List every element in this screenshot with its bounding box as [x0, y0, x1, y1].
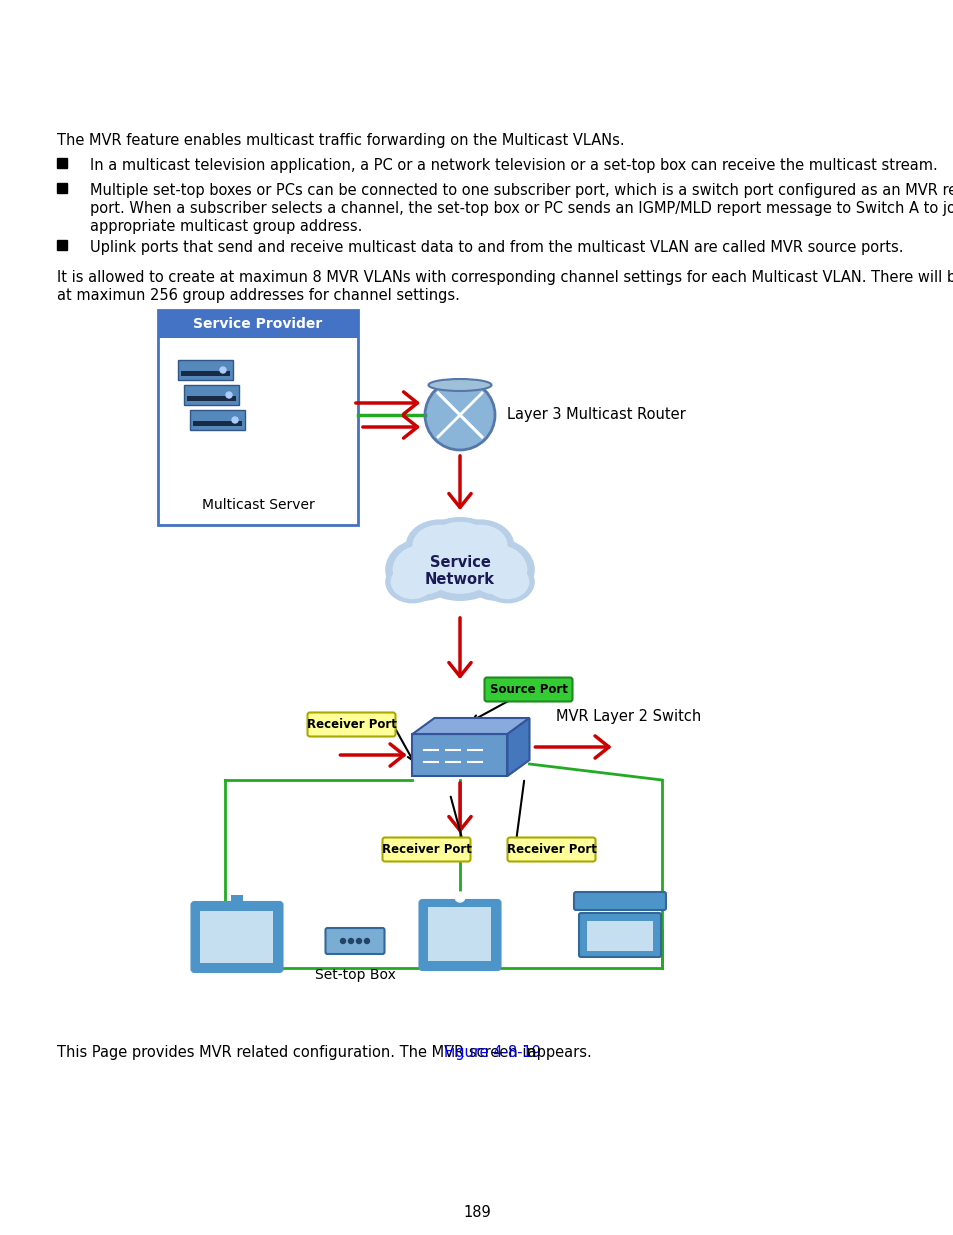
Text: Layer 3 Multicast Router: Layer 3 Multicast Router [506, 408, 685, 422]
FancyBboxPatch shape [578, 913, 660, 957]
Circle shape [340, 939, 345, 944]
Bar [193, 421, 242, 426]
Ellipse shape [459, 538, 535, 601]
Ellipse shape [430, 522, 490, 561]
Text: Figure 4-8-19: Figure 4-8-19 [444, 1045, 540, 1060]
FancyBboxPatch shape [213, 902, 260, 908]
Ellipse shape [480, 561, 535, 604]
Ellipse shape [390, 564, 434, 599]
Circle shape [220, 367, 226, 373]
Circle shape [226, 391, 232, 398]
Ellipse shape [412, 529, 507, 601]
Circle shape [232, 417, 237, 424]
FancyBboxPatch shape [574, 892, 665, 910]
Bar [158, 310, 357, 525]
Ellipse shape [467, 545, 527, 595]
Ellipse shape [405, 520, 473, 572]
Bar [231, 895, 243, 909]
Bar [586, 921, 652, 951]
Ellipse shape [385, 538, 459, 601]
FancyBboxPatch shape [440, 899, 478, 906]
Text: In a multicast television application, a PC or a network television or a set-top: In a multicast television application, a… [90, 158, 937, 173]
Ellipse shape [385, 561, 439, 604]
Bar [412, 734, 507, 776]
Text: Receiver Port: Receiver Port [506, 844, 596, 856]
FancyBboxPatch shape [419, 900, 500, 969]
Text: port. When a subscriber selects a channel, the set-top box or PC sends an IGMP/M: port. When a subscriber selects a channe… [90, 201, 953, 216]
Text: This Page provides MVR related configuration. The MVR screen in: This Page provides MVR related configura… [57, 1045, 540, 1060]
Text: Receiver Port: Receiver Port [381, 844, 471, 856]
Circle shape [356, 939, 361, 944]
Text: Service Provider: Service Provider [193, 317, 322, 331]
Text: at maximun 256 group addresses for channel settings.: at maximun 256 group addresses for chann… [57, 288, 459, 303]
Circle shape [364, 939, 369, 944]
Circle shape [455, 892, 464, 902]
Bar [187, 396, 235, 401]
Text: Service
Network: Service Network [424, 555, 495, 587]
FancyBboxPatch shape [325, 927, 384, 953]
Ellipse shape [485, 564, 529, 599]
Bar [158, 310, 357, 338]
FancyBboxPatch shape [307, 713, 395, 736]
FancyBboxPatch shape [507, 837, 595, 862]
Ellipse shape [412, 525, 466, 567]
Polygon shape [412, 718, 529, 734]
Ellipse shape [422, 517, 497, 564]
FancyBboxPatch shape [184, 385, 239, 405]
Text: appears.: appears. [522, 1045, 591, 1060]
Text: 189: 189 [462, 1205, 491, 1220]
Bar [57, 158, 67, 168]
Text: Set-top Box: Set-top Box [314, 968, 395, 982]
FancyBboxPatch shape [192, 902, 282, 972]
Bar [181, 370, 230, 375]
Ellipse shape [446, 520, 514, 572]
Text: Multiple set-top boxes or PCs can be connected to one subscriber port, which is : Multiple set-top boxes or PCs can be con… [90, 183, 953, 198]
Circle shape [424, 380, 495, 450]
Circle shape [348, 939, 354, 944]
Text: The MVR feature enables multicast traffic forwarding on the Multicast VLANs.: The MVR feature enables multicast traffi… [57, 133, 624, 148]
Ellipse shape [421, 536, 497, 594]
FancyBboxPatch shape [484, 678, 572, 701]
Text: Receiver Port: Receiver Port [306, 718, 396, 731]
Text: It is allowed to create at maximun 8 MVR VLANs with corresponding channel settin: It is allowed to create at maximun 8 MVR… [57, 270, 953, 285]
Text: Multicast Server: Multicast Server [201, 498, 314, 513]
Ellipse shape [453, 525, 507, 567]
FancyBboxPatch shape [382, 837, 470, 862]
Ellipse shape [393, 545, 452, 595]
Bar [456, 893, 463, 906]
Text: MVR Layer 2 Switch: MVR Layer 2 Switch [556, 709, 700, 724]
Text: appropriate multicast group address.: appropriate multicast group address. [90, 219, 362, 233]
Bar [200, 911, 274, 963]
Bar [57, 240, 67, 249]
Polygon shape [507, 718, 529, 776]
Bar [428, 906, 491, 961]
Bar [57, 183, 67, 193]
FancyBboxPatch shape [178, 359, 233, 380]
Text: Source Port: Source Port [489, 683, 567, 697]
Text: Uplink ports that send and receive multicast data to and from the multicast VLAN: Uplink ports that send and receive multi… [90, 240, 902, 254]
FancyBboxPatch shape [190, 410, 245, 430]
Ellipse shape [428, 379, 491, 391]
